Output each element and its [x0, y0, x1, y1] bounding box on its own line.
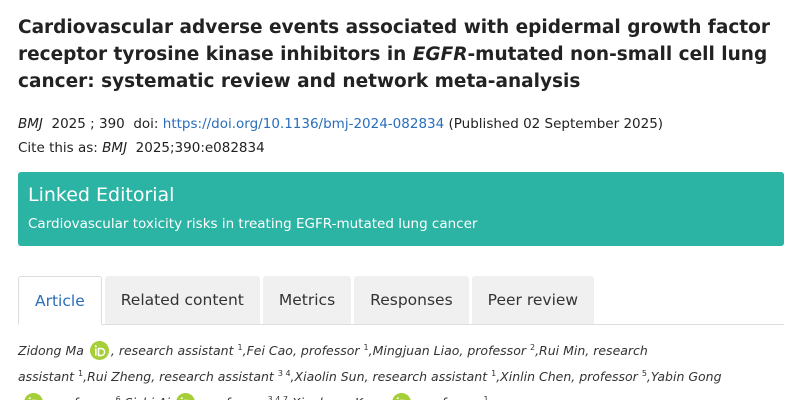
- editorial-link[interactable]: Cardiovascular toxicity risks in treatin…: [28, 216, 478, 232]
- author-role: , research assistant: [18, 343, 648, 384]
- journal: BMJ: [18, 116, 43, 132]
- affiliation[interactable]: 5: [641, 369, 647, 378]
- affiliation[interactable]: 1: [237, 343, 243, 352]
- tab[interactable]: Related content: [104, 276, 260, 324]
- editorial-heading: Linked Editorial: [28, 184, 175, 206]
- separator: ,: [290, 369, 295, 384]
- orcid-icon[interactable]: [89, 341, 109, 360]
- author-role: , professor: [571, 369, 638, 384]
- tab[interactable]: Peer review: [471, 276, 595, 324]
- author-role: , professor: [292, 343, 360, 358]
- tab-bar: Article Related content Metrics Responses Pe…: [18, 276, 784, 325]
- affiliation[interactable]: 1: [491, 369, 497, 378]
- tab[interactable]: Article: [18, 276, 102, 325]
- linked-editorial: Linked Editorial Cardiovascular toxicity…: [18, 172, 784, 246]
- separator: ,: [121, 395, 125, 400]
- published-date: (Published 02 September 2025): [448, 116, 664, 132]
- affiliation[interactable]: 2: [529, 343, 536, 352]
- orcid-icon[interactable]: [392, 393, 411, 400]
- affiliation[interactable]: 1: [483, 395, 489, 400]
- orcid-icon[interactable]: [24, 393, 43, 400]
- affiliation[interactable]: 3 4: [277, 369, 291, 378]
- title-italic: EGFR: [412, 44, 468, 65]
- author-role: , professor: [197, 395, 264, 400]
- orcid-icon[interactable]: [176, 393, 195, 400]
- author-name[interactable]: Rui Min: [539, 343, 586, 358]
- author-name[interactable]: Xinlin Chen: [500, 369, 572, 384]
- article-title: Cardiovascular adverse events associated…: [18, 14, 778, 95]
- separator: ,: [646, 369, 651, 384]
- author-role: , research assistant: [364, 369, 488, 384]
- affiliation[interactable]: 6: [115, 395, 121, 400]
- author-name[interactable]: Yabin Gong: [650, 369, 722, 384]
- separator: ,: [83, 369, 88, 384]
- author-role: , research assistant: [110, 343, 234, 358]
- author-role: , research assistant: [151, 369, 274, 384]
- affiliation[interactable]: 1: [363, 343, 369, 352]
- tab[interactable]: Metrics: [262, 276, 352, 324]
- author-role: , professor: [413, 395, 480, 400]
- affiliation[interactable]: 3 4 7: [267, 395, 288, 400]
- author-name[interactable]: Zidong Ma: [18, 343, 84, 358]
- separator: ,: [288, 395, 292, 400]
- journal: BMJ: [102, 140, 128, 156]
- separator: ,: [496, 369, 501, 384]
- author-name[interactable]: Xiaolin Sun: [294, 369, 365, 384]
- separator: ,: [368, 343, 373, 358]
- year: 2025: [51, 116, 86, 132]
- author-list: Zidong Ma, research assistant 1,Fei Cao,…: [18, 336, 738, 400]
- title-text: Cardiovascular adverse events associated…: [18, 17, 770, 65]
- reference: 2025;390:e082834: [135, 140, 265, 156]
- separator: ,: [535, 343, 540, 358]
- cite-label: Cite this as:: [18, 140, 98, 156]
- volume: ; 390: [90, 116, 125, 132]
- author-name[interactable]: Sizhi Ai: [125, 395, 170, 400]
- citation: BMJ 2025 ; 390 doi: https://doi.org/10.1…: [18, 112, 663, 160]
- author-name[interactable]: Xiaohong Kang: [292, 395, 386, 400]
- author-name[interactable]: Rui Zheng: [87, 369, 152, 384]
- title-text: -mutated non-small cell lung cancer: sys…: [18, 44, 768, 92]
- tab[interactable]: Responses: [354, 276, 469, 324]
- author-name[interactable]: Mingjuan Liao: [372, 343, 460, 358]
- affiliation[interactable]: 1: [78, 369, 84, 378]
- doi-label: doi:: [133, 116, 159, 132]
- author-role: , professor: [459, 343, 526, 358]
- author-name[interactable]: Fei Cao: [246, 343, 293, 358]
- separator: ,: [242, 343, 247, 358]
- author-role: , professor: [45, 395, 112, 400]
- doi-link[interactable]: https://doi.org/10.1136/bmj-2024-082834: [162, 116, 445, 132]
